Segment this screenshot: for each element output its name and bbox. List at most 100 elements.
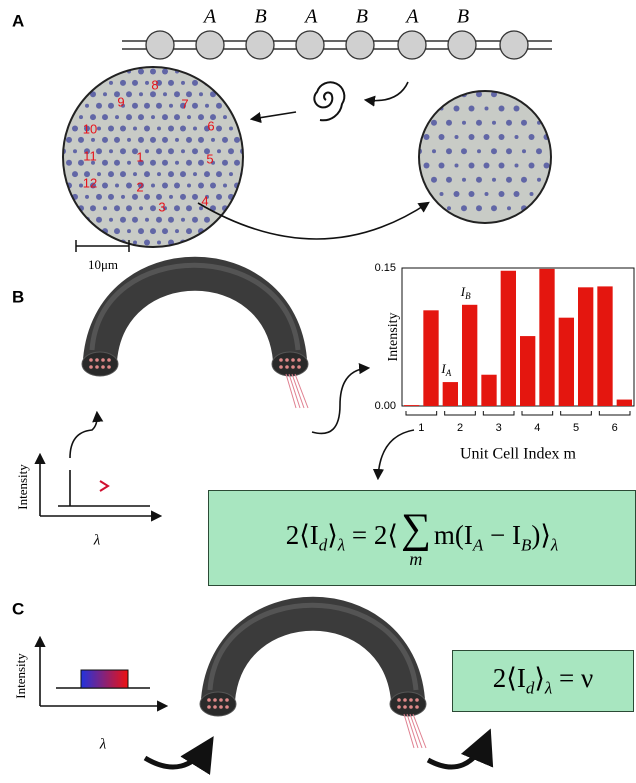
dot: [169, 103, 173, 108]
atom: [345, 30, 375, 60]
dot: [498, 105, 505, 112]
core: [89, 365, 93, 369]
x-tick-label: 5: [573, 422, 579, 434]
dot: [109, 217, 113, 222]
fiber-end: [199, 691, 237, 717]
x-tick-label: 2: [457, 422, 463, 434]
dot: [491, 91, 497, 98]
dot: [163, 206, 167, 211]
dot: [462, 177, 466, 182]
dot: [108, 102, 114, 109]
dot: [536, 91, 542, 98]
dot: [175, 160, 179, 165]
dot: [529, 192, 534, 197]
equation-box: 2⟨Id⟩λ = 2⟨ ∑ m m(IA − IB)⟩λ: [208, 490, 636, 586]
lattice-label: 4: [201, 193, 208, 208]
fiber-end: [389, 691, 427, 717]
dot: [169, 194, 173, 199]
dot: [432, 149, 436, 154]
annotation-sub: A: [445, 368, 452, 378]
dot: [186, 91, 192, 98]
dot: [78, 136, 84, 143]
dot: [222, 228, 228, 235]
dot: [63, 148, 66, 155]
x-tick-label: 4: [534, 422, 540, 434]
dot: [127, 229, 131, 234]
chain-label: B: [254, 6, 266, 28]
dot: [144, 193, 150, 200]
dot: [223, 115, 227, 120]
dot: [175, 229, 179, 234]
dot: [476, 205, 482, 212]
dot: [228, 79, 234, 86]
dot: [234, 228, 240, 235]
eq-sub: λ: [337, 535, 346, 555]
dot: [115, 115, 119, 120]
dot: [91, 160, 95, 165]
dot: [198, 136, 204, 143]
lattice-label: 9: [117, 94, 124, 109]
dot: [204, 125, 210, 132]
dot: [103, 206, 107, 211]
lattice-edge: [62, 66, 244, 248]
dot: [240, 125, 243, 132]
y-axis-label: Intensity: [386, 313, 401, 362]
fiber-highlight: [207, 602, 419, 691]
dot: [476, 176, 482, 183]
eq-part: = 2⟨: [345, 520, 398, 551]
dot: [114, 91, 120, 98]
eq-sub: B: [521, 536, 531, 555]
dot: [132, 216, 138, 223]
dot: [162, 182, 168, 189]
eq-part: 2⟨I: [285, 520, 319, 551]
dot: [187, 115, 191, 120]
dot: [150, 205, 156, 212]
fibers: [81, 256, 427, 749]
dot: [66, 136, 72, 143]
dot: [174, 182, 180, 189]
dot: [192, 148, 198, 155]
dot: [127, 160, 131, 165]
dot: [192, 193, 198, 200]
dot: [168, 216, 174, 223]
category-bracket: [521, 411, 554, 416]
dot: [537, 177, 541, 182]
dot: [204, 148, 210, 155]
dot: [193, 126, 197, 131]
core: [397, 698, 401, 702]
dot: [120, 79, 126, 86]
dot: [108, 125, 114, 132]
dot: [491, 205, 497, 212]
dot: [114, 136, 120, 143]
core: [213, 705, 217, 709]
dot: [114, 228, 120, 235]
bar: [481, 374, 497, 406]
dot: [492, 120, 496, 125]
dot: [150, 68, 156, 75]
dot: [192, 102, 198, 109]
category-bracket: [405, 411, 438, 416]
dot: [96, 102, 102, 109]
equation: 2⟨Id⟩λ = 2⟨ ∑ m m(IA − IB)⟩λ: [286, 508, 559, 568]
dot: [543, 162, 550, 169]
dot: [72, 171, 78, 178]
dot: [103, 92, 107, 97]
light-ray: [412, 713, 427, 749]
dot: [114, 205, 120, 212]
dot: [241, 194, 243, 199]
dot: [506, 176, 512, 183]
dot: [63, 193, 66, 200]
dot: [157, 126, 161, 131]
dot: [468, 162, 475, 169]
dot: [72, 239, 78, 246]
lattice-label: 11: [83, 148, 97, 163]
light-ray: [291, 373, 305, 409]
equation: 2⟨Id⟩λ = ν: [493, 663, 593, 698]
y-tick-label: 0.15: [375, 262, 396, 274]
dot: [229, 172, 233, 177]
dot: [144, 239, 150, 246]
dot: [234, 159, 240, 166]
dot: [192, 79, 198, 86]
dot: [139, 206, 143, 211]
